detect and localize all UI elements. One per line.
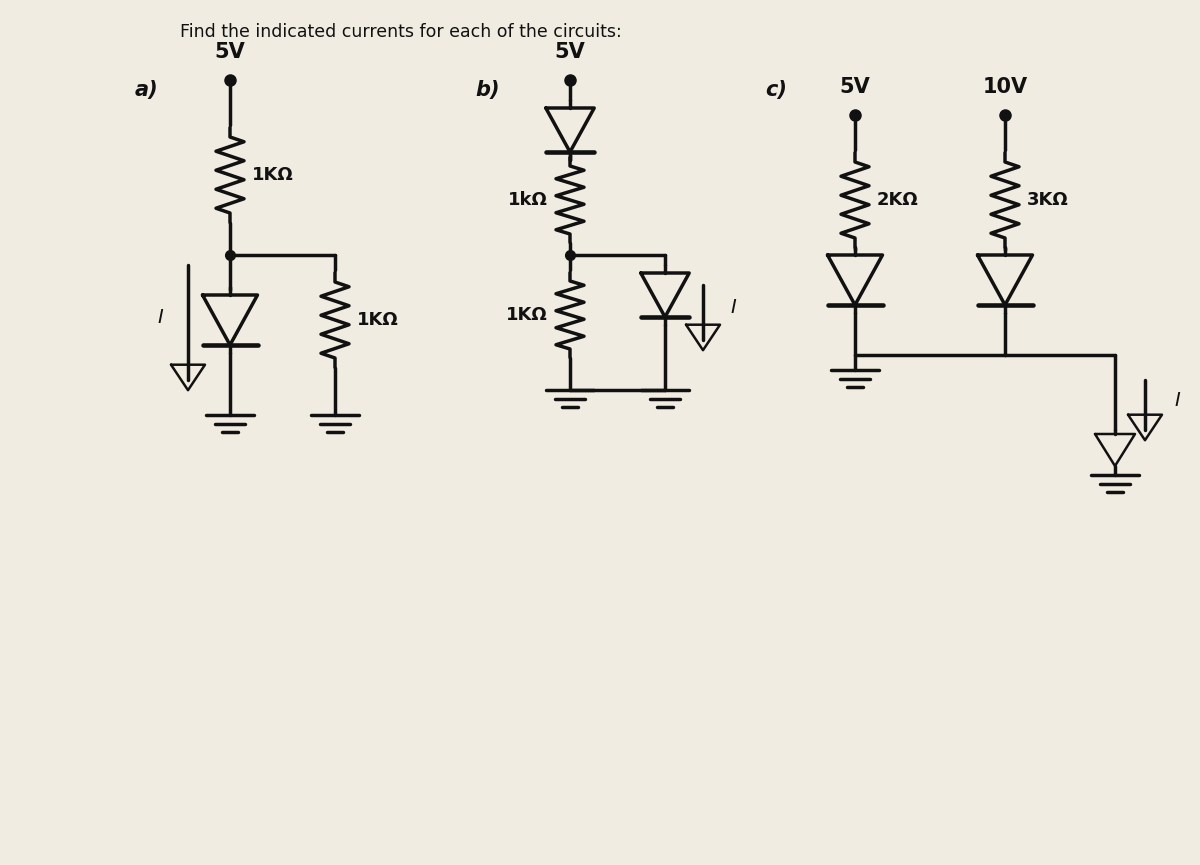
Text: 2KΩ: 2KΩ — [877, 191, 919, 209]
Text: 1kΩ: 1kΩ — [508, 191, 548, 209]
Text: c): c) — [766, 80, 787, 100]
Text: I: I — [1174, 390, 1180, 409]
Text: 5V: 5V — [840, 77, 870, 97]
Text: 3KΩ: 3KΩ — [1027, 191, 1069, 209]
Text: b): b) — [475, 80, 499, 100]
Text: Find the indicated currents for each of the circuits:: Find the indicated currents for each of … — [180, 23, 622, 41]
Text: 1KΩ: 1KΩ — [252, 166, 294, 184]
Text: 1KΩ: 1KΩ — [506, 306, 548, 324]
Text: 10V: 10V — [983, 77, 1027, 97]
Text: 5V: 5V — [215, 42, 245, 62]
Text: I: I — [730, 298, 736, 317]
Text: I: I — [157, 308, 163, 327]
Text: a): a) — [136, 80, 158, 100]
Text: 5V: 5V — [554, 42, 586, 62]
Text: 1KΩ: 1KΩ — [358, 311, 398, 329]
